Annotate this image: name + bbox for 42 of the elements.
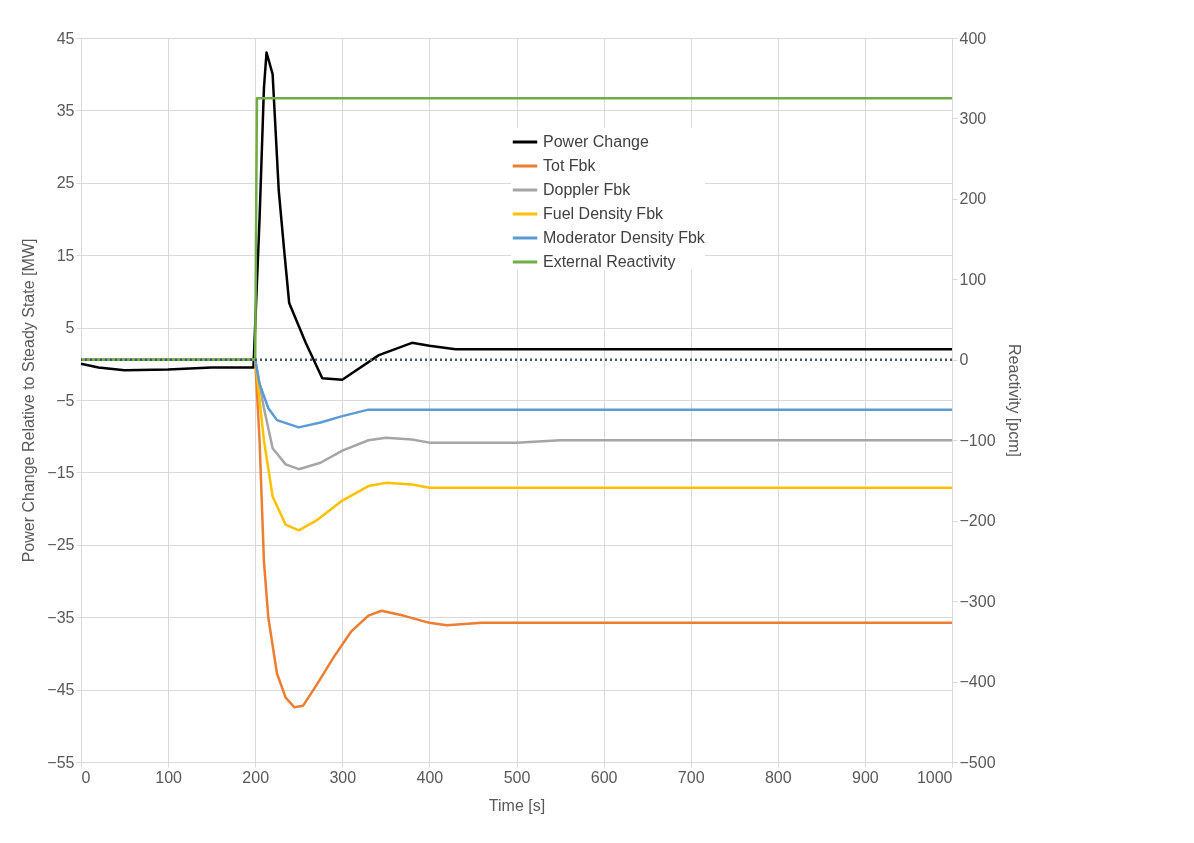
x-axis-title: Time [s] [488,796,546,814]
y2-tick-label: 0 [959,351,969,369]
x-tick-label: 1000 [916,768,953,786]
line-series [79,51,954,381]
y-tick-label: 45 [56,29,75,47]
y2-tick-label: −100 [959,431,996,449]
legend-label: Fuel Density Fbk [543,205,665,222]
y2-tick-label: 300 [959,109,987,127]
legend-label: Tot Fbk [543,157,597,174]
legend-label: Doppler Fbk [543,181,632,198]
x-tick-label: 500 [503,768,531,786]
x-tick-label: 900 [852,768,879,786]
x-tick-label: 100 [155,768,183,786]
y-tick-label: 5 [65,319,75,337]
legend-label: External Reactivity [543,253,676,270]
y2-axis-title: Reactivity [pcm] [1005,344,1023,457]
y-tick-label: −55 [47,753,75,771]
legend-label: Power Change [543,133,649,150]
y-axis-title: Power Change Relative to Steady State [MW] [20,238,38,563]
x-tick-label: 0 [81,768,91,786]
y-tick-label: 15 [56,246,75,264]
y2-tick-label: −200 [959,512,996,530]
y2-tick-label: −300 [959,592,996,610]
x-tick-label: 800 [764,768,792,786]
y-tick-label: 25 [56,174,75,192]
y-tick-label: −45 [47,681,75,699]
x-tick-label: 700 [677,768,705,786]
y2-tick-label: 100 [959,270,987,288]
x-tick-label: 600 [590,768,618,786]
y2-tick-label: −400 [959,673,996,691]
y2-tick-label: 400 [959,29,987,47]
y-tick-label: 35 [56,101,75,119]
y-tick-label: −25 [47,536,75,554]
y-tick-label: −15 [47,463,75,481]
y2-tick-label: 200 [959,190,987,208]
y-tick-label: −5 [56,391,75,409]
y-tick-label: −35 [47,608,75,626]
x-tick-label: 400 [416,768,444,786]
legend-label: Moderator Density Fbk [543,229,706,246]
x-tick-label: 300 [329,768,357,786]
x-tick-label: 200 [242,768,270,786]
y2-tick-label: −500 [959,753,996,771]
